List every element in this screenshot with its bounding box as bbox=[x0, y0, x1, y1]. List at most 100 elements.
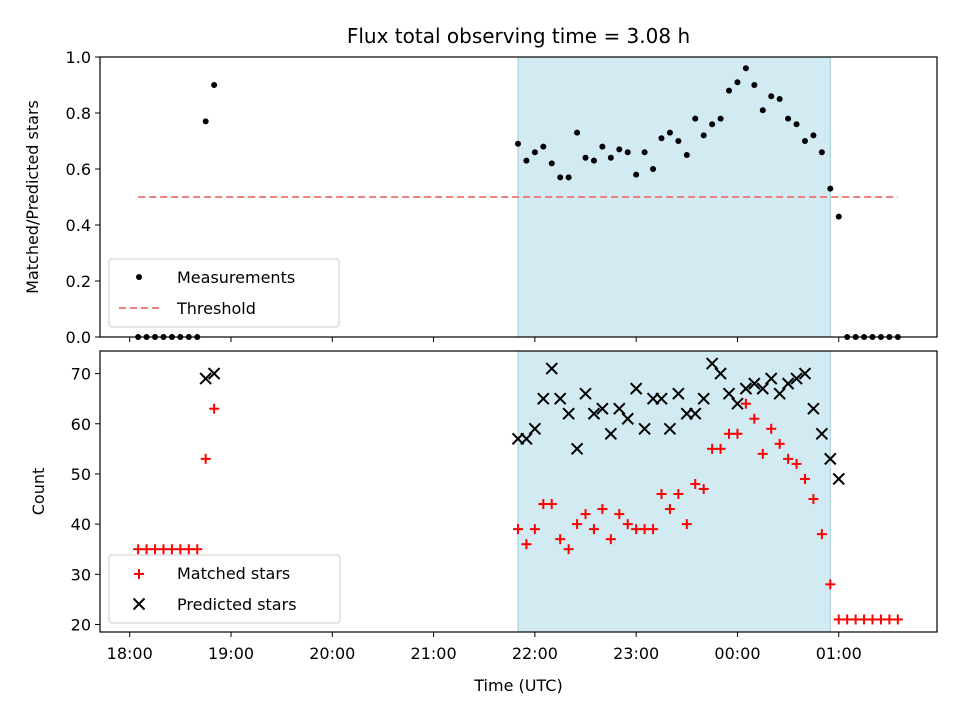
matched-star-point bbox=[150, 544, 161, 555]
predicted-star-point bbox=[824, 452, 837, 466]
matched-star-point bbox=[622, 519, 633, 530]
predicted-star-point bbox=[697, 392, 710, 405]
predicted-star-point bbox=[815, 427, 829, 441]
predicted-star-point bbox=[748, 377, 761, 390]
matched-star-point bbox=[614, 509, 625, 520]
measurement-point bbox=[692, 115, 699, 122]
measurement-point bbox=[616, 146, 623, 153]
predicted-star-point bbox=[562, 407, 575, 420]
measurement-point bbox=[650, 166, 657, 172]
bottom-y-tick-label: 20 bbox=[71, 615, 91, 634]
predicted-star-point bbox=[689, 407, 702, 420]
predicted-star-point bbox=[781, 377, 795, 390]
matched-star-point bbox=[546, 499, 557, 510]
bottom-y-tick-label: 60 bbox=[71, 415, 91, 434]
measurement-point bbox=[211, 82, 218, 88]
measurement-point bbox=[827, 185, 834, 192]
matched-star-point bbox=[707, 443, 718, 454]
measurement-point bbox=[624, 149, 631, 156]
matched-star-point bbox=[816, 529, 827, 540]
matched-star-point bbox=[555, 534, 566, 545]
measurement-point bbox=[531, 149, 538, 156]
legend-matched-label: Matched stars bbox=[177, 564, 290, 583]
bottom-y-axis-label: Count bbox=[29, 468, 48, 516]
top-axes-frame bbox=[99, 56, 938, 338]
matched-star-point bbox=[512, 524, 523, 535]
measurements-series bbox=[135, 65, 901, 340]
matched-star-point bbox=[639, 524, 650, 535]
measurement-point bbox=[540, 143, 547, 150]
legend-matched-marker bbox=[134, 569, 144, 579]
legend-threshold-label: Threshold bbox=[176, 299, 256, 318]
matched-star-point bbox=[521, 539, 532, 550]
bottom-y-tick-label: 70 bbox=[71, 365, 91, 384]
matched-stars-series bbox=[133, 398, 903, 625]
x-tick-label: 20:00 bbox=[309, 644, 355, 663]
top-y-axis: 0.0 0.2 0.4 0.6 0.8 1.0 bbox=[66, 48, 100, 347]
matched-star-point bbox=[158, 544, 169, 555]
matched-star-point bbox=[538, 499, 549, 510]
matched-star-point bbox=[791, 458, 802, 469]
top-y-tick-label: 0.6 bbox=[66, 160, 91, 179]
matched-star-point bbox=[656, 489, 667, 500]
measurement-point bbox=[641, 149, 648, 156]
x-tick-label: 01:00 bbox=[816, 644, 862, 663]
top-y-tick-label: 0.0 bbox=[66, 328, 91, 347]
predicted-star-point bbox=[553, 392, 567, 405]
x-tick-label: 22:00 bbox=[512, 644, 558, 663]
matched-star-point bbox=[664, 504, 675, 515]
matched-star-point bbox=[563, 544, 574, 555]
bottom-legend: Matched stars Predicted stars bbox=[108, 554, 341, 624]
bottom-y-tick-label: 30 bbox=[71, 565, 91, 584]
top-legend-box bbox=[108, 258, 340, 328]
matched-star-point bbox=[529, 524, 540, 535]
predicted-star-point bbox=[705, 357, 719, 370]
matched-star-point bbox=[698, 483, 709, 494]
matched-star-point bbox=[673, 489, 684, 500]
predicted-star-point bbox=[832, 472, 845, 486]
matched-star-point bbox=[631, 524, 642, 535]
matched-star-point bbox=[842, 614, 853, 625]
bottom-legend-box bbox=[108, 554, 341, 624]
predicted-star-point bbox=[520, 432, 533, 446]
predicted-star-point bbox=[655, 392, 668, 405]
predicted-star-point bbox=[570, 442, 584, 456]
measurement-point bbox=[768, 93, 775, 100]
top-y-tick-label: 0.2 bbox=[66, 272, 91, 291]
predicted-star-point bbox=[199, 372, 212, 385]
measurement-point bbox=[776, 96, 783, 102]
measurement-point bbox=[523, 157, 530, 164]
predicted-star-point bbox=[545, 362, 558, 375]
predicted-star-point bbox=[765, 372, 778, 385]
measurement-point bbox=[835, 213, 842, 220]
measurement-point bbox=[514, 140, 521, 147]
measurement-point bbox=[590, 157, 597, 164]
matched-star-point bbox=[580, 509, 591, 520]
top-y-tick-label: 1.0 bbox=[66, 48, 91, 67]
matched-star-point bbox=[597, 504, 608, 515]
matched-star-point bbox=[166, 544, 177, 555]
predicted-star-point bbox=[621, 412, 634, 425]
matched-star-point bbox=[850, 614, 861, 625]
matched-star-point bbox=[766, 423, 777, 434]
bottom-panel: 20 30 40 50 60 70 18:00 19:00 20:00 21:00 22:00 23… bbox=[29, 350, 938, 695]
measurement-point bbox=[726, 87, 733, 94]
predicted-star-point bbox=[629, 382, 643, 395]
predicted-star-point bbox=[579, 387, 592, 400]
matched-star-point bbox=[133, 544, 144, 555]
matched-star-point bbox=[808, 494, 819, 505]
predicted-star-point bbox=[722, 387, 736, 400]
matched-star-point bbox=[749, 413, 760, 424]
predicted-star-point bbox=[798, 367, 812, 380]
x-tick-label: 18:00 bbox=[107, 644, 153, 663]
measurement-point bbox=[633, 171, 640, 178]
predicted-star-point bbox=[537, 392, 550, 405]
matched-star-point bbox=[175, 544, 186, 555]
matched-star-point bbox=[859, 614, 870, 625]
predicted-star-point bbox=[587, 407, 601, 420]
matched-star-point bbox=[200, 453, 211, 464]
measurement-point bbox=[717, 115, 724, 122]
measurement-point bbox=[607, 154, 614, 161]
matched-star-point bbox=[605, 534, 616, 545]
